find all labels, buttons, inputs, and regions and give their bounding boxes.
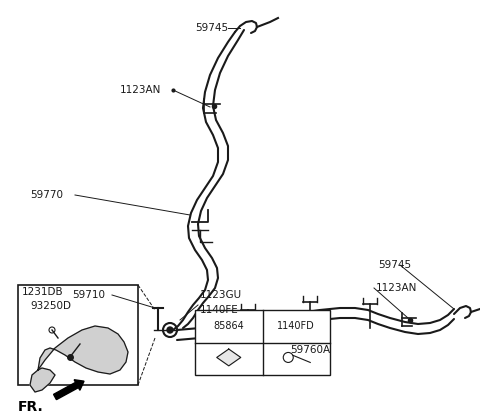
Bar [18, 285, 138, 385]
FancyArrow shape [54, 380, 84, 399]
Text: 1123AN: 1123AN [120, 85, 161, 95]
Text: 1140FD: 1140FD [277, 321, 315, 331]
Text: 59710: 59710 [72, 290, 105, 300]
Text: 1231DB: 1231DB [22, 287, 64, 297]
Circle shape [167, 327, 173, 333]
Text: 1123AN: 1123AN [376, 283, 418, 293]
Text: FR.: FR. [18, 400, 44, 414]
Polygon shape [30, 368, 55, 392]
Text: 59745: 59745 [195, 23, 228, 33]
Text: 59760A: 59760A [290, 345, 330, 355]
Text: 93250D: 93250D [30, 301, 71, 311]
Text: 59745: 59745 [378, 260, 411, 270]
Polygon shape [217, 349, 241, 366]
Text: 59770: 59770 [30, 190, 63, 200]
Text: 1123GU: 1123GU [200, 290, 242, 300]
Bar [195, 310, 330, 375]
Text: 1140FE: 1140FE [200, 305, 239, 315]
Polygon shape [38, 326, 128, 374]
Text: 85864: 85864 [214, 321, 244, 331]
